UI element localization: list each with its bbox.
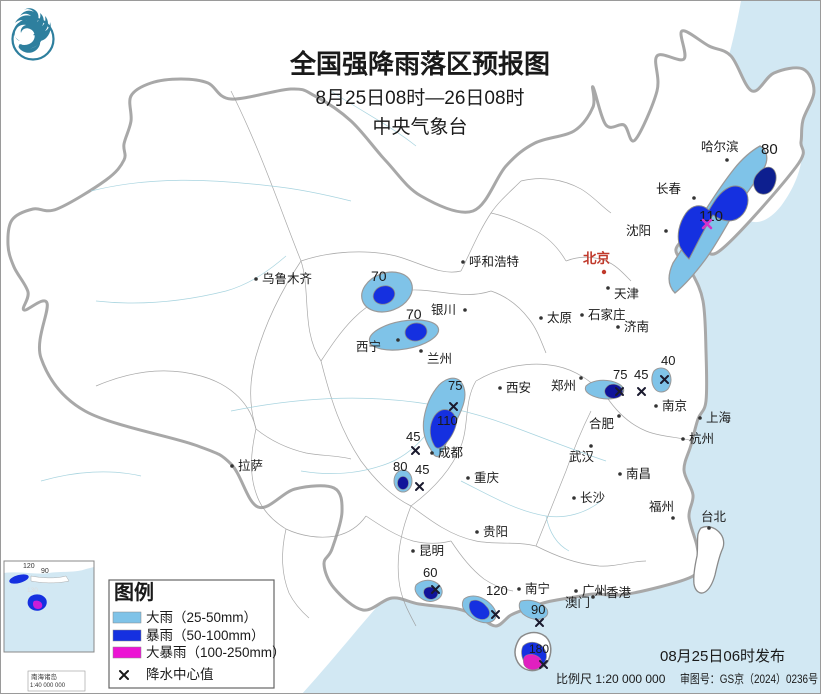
svg-text:西安: 西安 — [506, 380, 531, 395]
svg-text:上海: 上海 — [706, 410, 732, 425]
svg-text:180: 180 — [529, 642, 549, 656]
svg-text:沈阳: 沈阳 — [626, 223, 651, 238]
svg-text:天津: 天津 — [614, 287, 639, 301]
svg-text:45: 45 — [415, 462, 429, 477]
svg-text:审图号：GS京（2024）0236号: 审图号：GS京（2024）0236号 — [680, 671, 818, 686]
svg-text:南京: 南京 — [662, 398, 687, 413]
svg-text:合肥: 合肥 — [589, 416, 615, 431]
svg-text:香港: 香港 — [606, 586, 632, 600]
svg-text:80: 80 — [393, 459, 407, 474]
svg-text:大暴雨（100-250mm）: 大暴雨（100-250mm） — [146, 645, 286, 660]
svg-text:45: 45 — [406, 429, 420, 444]
svg-text:武汉: 武汉 — [569, 450, 595, 464]
svg-text:昆明: 昆明 — [419, 544, 444, 558]
svg-text:重庆: 重庆 — [474, 470, 500, 485]
svg-text:80: 80 — [761, 141, 778, 158]
svg-text:图例: 图例 — [114, 580, 154, 604]
svg-text:全国强降雨落区预报图: 全国强降雨落区预报图 — [289, 49, 550, 79]
svg-text:110: 110 — [437, 413, 458, 428]
svg-text:成都: 成都 — [438, 446, 464, 460]
svg-text:贵阳: 贵阳 — [483, 525, 508, 539]
svg-text:75: 75 — [613, 367, 627, 382]
svg-text:60: 60 — [423, 565, 437, 580]
svg-text:乌鲁木齐: 乌鲁木齐 — [262, 271, 313, 286]
svg-text:杭州: 杭州 — [689, 431, 714, 446]
svg-text:银川: 银川 — [431, 303, 456, 317]
svg-text:8月25日08时—26日08时: 8月25日08时—26日08时 — [315, 87, 524, 109]
svg-text:40: 40 — [661, 353, 675, 368]
svg-text:70: 70 — [406, 306, 422, 322]
svg-text:南宁: 南宁 — [525, 581, 550, 596]
svg-text:1:40 000 000: 1:40 000 000 — [30, 683, 66, 689]
svg-text:大雨（25-50mm）: 大雨（25-50mm） — [146, 610, 257, 625]
svg-text:郑州: 郑州 — [551, 378, 576, 393]
svg-text:暴雨（50-100mm）: 暴雨（50-100mm） — [146, 628, 265, 643]
svg-text:45: 45 — [634, 367, 648, 382]
svg-text:长沙: 长沙 — [580, 491, 606, 505]
svg-text:太原: 太原 — [547, 310, 572, 325]
svg-text:降水中心值: 降水中心值 — [146, 667, 214, 682]
svg-text:70: 70 — [371, 268, 387, 284]
svg-text:福州: 福州 — [649, 499, 674, 514]
svg-text:拉萨: 拉萨 — [238, 458, 263, 473]
svg-text:75: 75 — [448, 378, 462, 393]
svg-text:台北: 台北 — [701, 509, 727, 524]
svg-text:90: 90 — [41, 568, 49, 575]
svg-text:120: 120 — [23, 563, 35, 570]
svg-text:哈尔滨: 哈尔滨 — [701, 139, 739, 154]
svg-text:130: 130 — [27, 587, 38, 594]
svg-text:西宁: 西宁 — [356, 339, 381, 354]
svg-text:南昌: 南昌 — [626, 466, 651, 481]
svg-text:08月25日06时发布: 08月25日06时发布 — [660, 648, 785, 665]
svg-text:澳门: 澳门 — [565, 595, 590, 610]
svg-text:90: 90 — [531, 602, 545, 617]
svg-text:呼和浩特: 呼和浩特 — [469, 254, 519, 269]
svg-text:兰州: 兰州 — [427, 352, 452, 366]
svg-text:石家庄: 石家庄 — [588, 307, 626, 322]
svg-text:120: 120 — [486, 583, 508, 598]
svg-text:长春: 长春 — [656, 182, 682, 196]
svg-text:南海诸岛: 南海诸岛 — [31, 672, 57, 681]
svg-text:济南: 济南 — [624, 319, 649, 334]
svg-text:中央气象台: 中央气象台 — [372, 116, 467, 138]
svg-text:110: 110 — [699, 208, 723, 225]
svg-text:比例尺 1:20 000 000: 比例尺 1:20 000 000 — [556, 672, 666, 686]
svg-text:北京: 北京 — [583, 250, 610, 266]
